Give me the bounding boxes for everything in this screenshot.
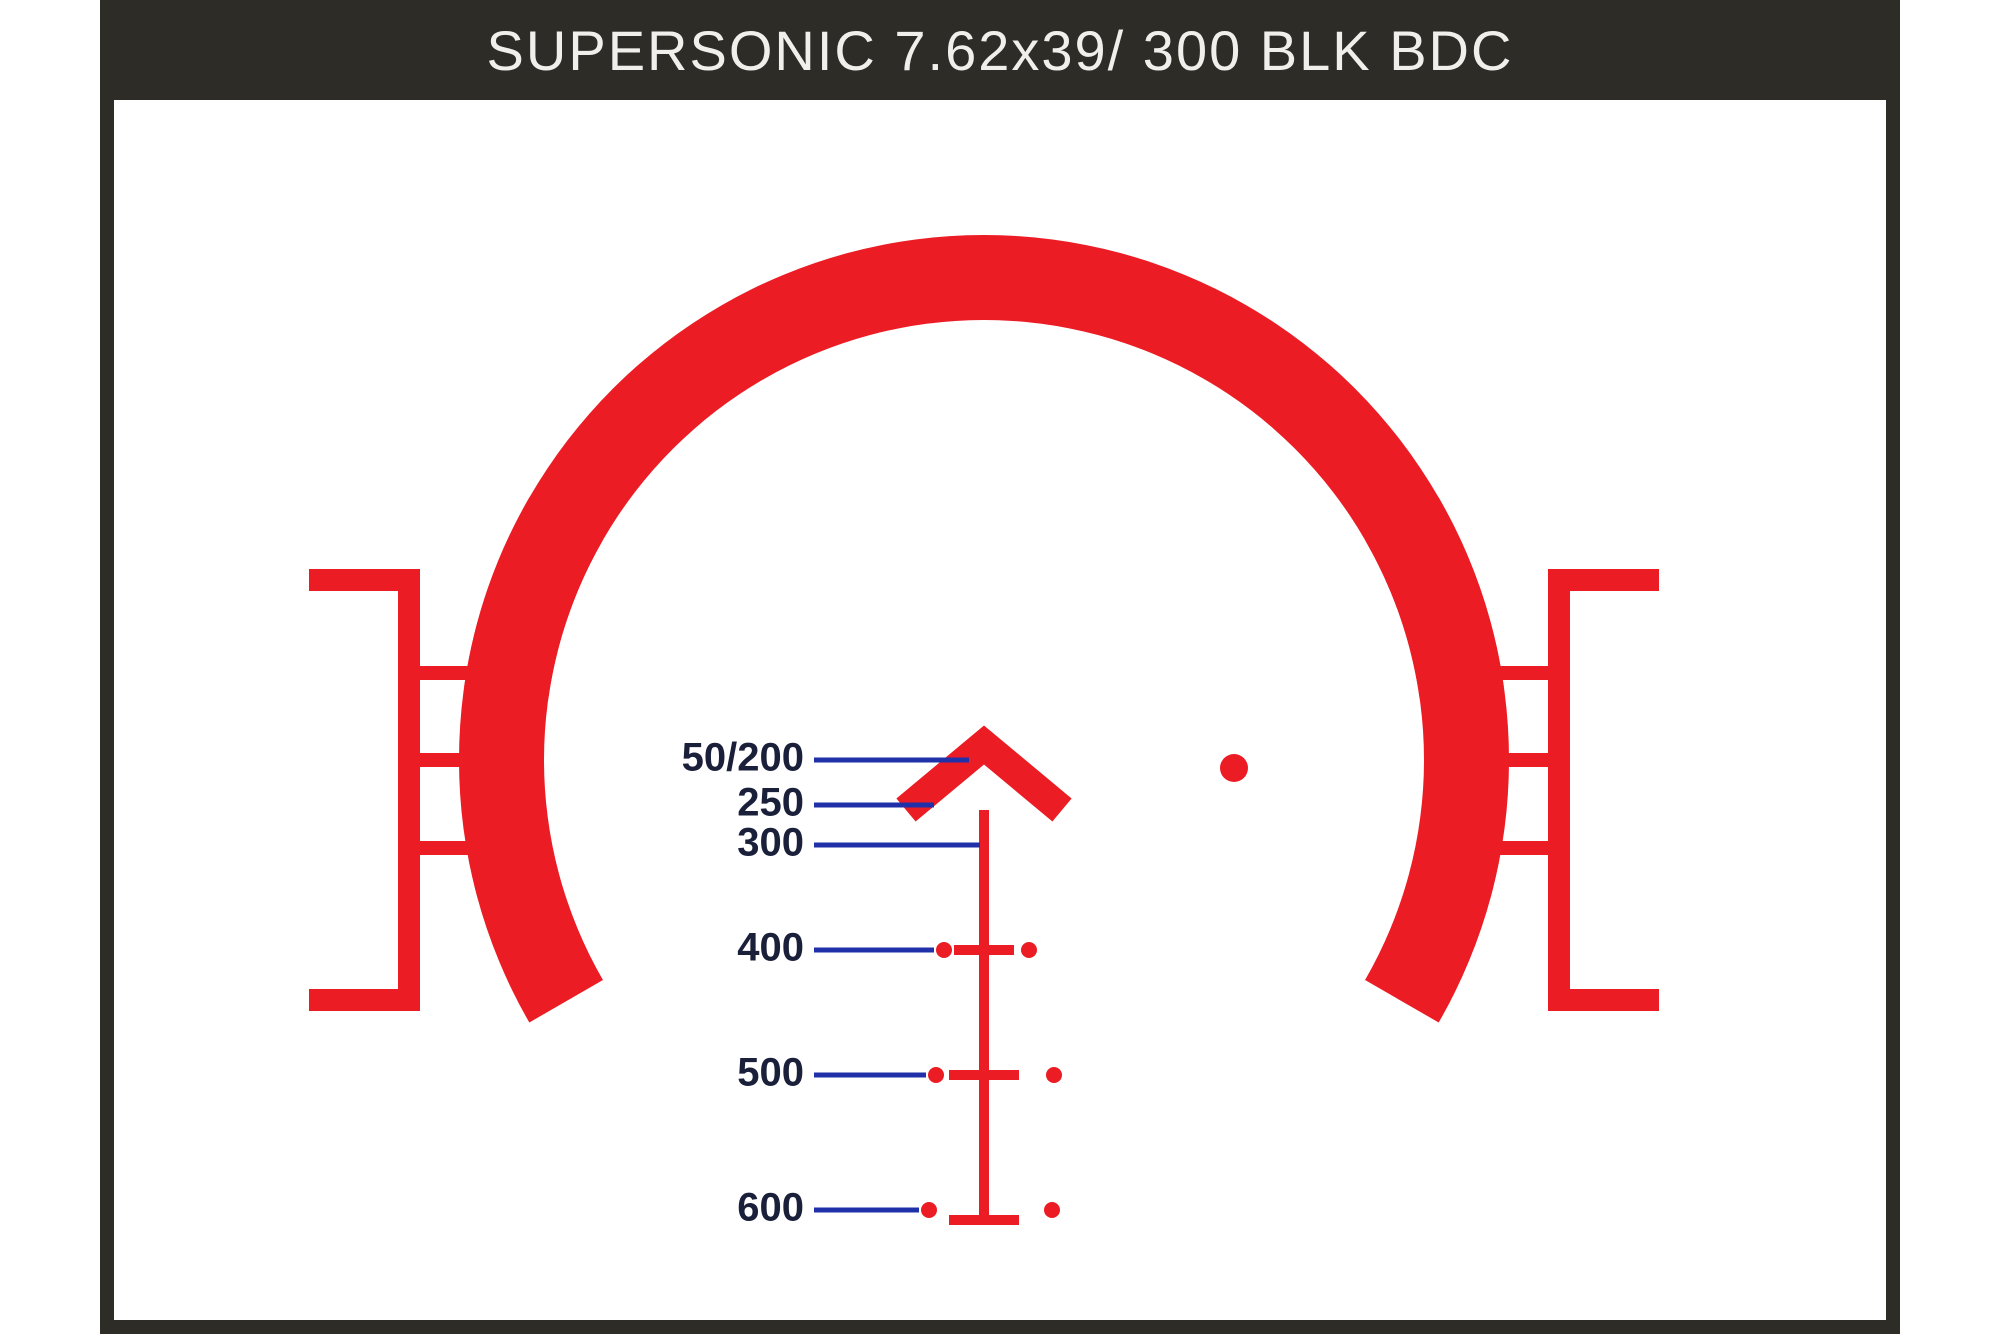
bdc-label: 400 bbox=[737, 926, 804, 970]
bdc-row-50/200: 50/200 bbox=[682, 736, 969, 780]
bracket-right bbox=[1499, 569, 1659, 1011]
chevron bbox=[906, 745, 1062, 810]
reticle-svg: 50/200250300 400 500 600 bbox=[114, 100, 1886, 1320]
diagram-frame: SUPERSONIC 7.62x39/ 300 BLK BDC 50/20025… bbox=[100, 0, 1900, 1334]
bdc-label: 500 bbox=[737, 1051, 804, 1095]
horizon-dot bbox=[1220, 754, 1248, 782]
bdc-label: 250 bbox=[737, 781, 804, 825]
bracket-left bbox=[309, 569, 469, 1011]
diagram-canvas: 50/200250300 400 500 600 bbox=[114, 100, 1886, 1320]
bdc-row-300: 300 bbox=[737, 821, 980, 865]
bdc-row-250: 250 bbox=[737, 781, 934, 825]
bdc-label: 300 bbox=[737, 821, 804, 865]
bdc-row-500: 500 bbox=[737, 1051, 1062, 1095]
bdc-label: 600 bbox=[737, 1186, 804, 1230]
bdc-row-400: 400 bbox=[737, 926, 1037, 970]
header-title: SUPERSONIC 7.62x39/ 300 BLK BDC bbox=[487, 18, 1514, 83]
bdc-label: 50/200 bbox=[682, 736, 804, 780]
header-bar: SUPERSONIC 7.62x39/ 300 BLK BDC bbox=[100, 0, 1900, 100]
